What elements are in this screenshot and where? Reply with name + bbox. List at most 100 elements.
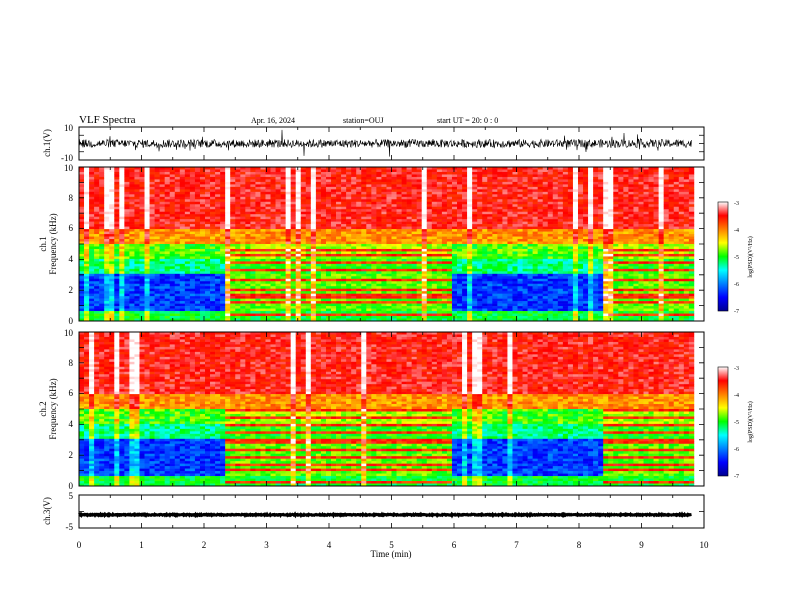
spectrogram-cell xyxy=(139,296,145,299)
spectrogram-cell xyxy=(381,263,387,267)
spectrogram-cell xyxy=(134,186,140,190)
spectrogram-cell xyxy=(250,167,256,170)
spectrogram-cell xyxy=(270,234,276,237)
spectrogram-cell xyxy=(189,248,196,252)
spectrogram-cell xyxy=(250,224,256,227)
spectrogram-cell xyxy=(129,303,135,307)
spectrogram-cell xyxy=(275,273,281,277)
spectrogram-cell xyxy=(280,281,286,285)
spectrogram-cell xyxy=(381,311,387,314)
spectrogram-cell xyxy=(290,224,297,227)
spectrogram-cell xyxy=(406,313,412,317)
spectrogram-cell xyxy=(346,199,352,203)
spectrogram-cell xyxy=(149,248,155,252)
spectrogram-cell xyxy=(401,194,407,198)
spectrogram-cell xyxy=(194,251,201,255)
spectrogram-cell xyxy=(270,209,276,213)
spectrogram-cell xyxy=(84,189,90,193)
spectrogram-cell xyxy=(275,174,281,178)
spectrogram-cell xyxy=(376,253,382,257)
spectrogram-cell xyxy=(164,291,171,294)
spectrogram-cell xyxy=(280,239,286,242)
spectrogram-cell xyxy=(431,241,438,245)
spectrogram-cell xyxy=(406,181,412,185)
spectrogram-cell xyxy=(401,244,407,247)
spectrogram-cell xyxy=(205,306,211,309)
spectrogram-cell xyxy=(179,251,186,255)
spectrogram-cell xyxy=(199,189,206,193)
spectrogram-cell xyxy=(89,266,95,270)
spectrogram-cell xyxy=(295,253,302,257)
spectrogram-cell xyxy=(179,234,186,237)
spectrogram-cell xyxy=(194,318,201,322)
spectrogram-cell xyxy=(482,179,488,183)
spectrogram-cell xyxy=(139,241,145,245)
spectrogram-cell xyxy=(134,308,140,312)
spectrogram-cell xyxy=(230,211,236,215)
spectrogram-cell xyxy=(346,179,352,183)
spectrogram-cell xyxy=(346,211,352,215)
spectrogram-cell xyxy=(104,169,110,173)
spectrogram-cell xyxy=(411,214,417,217)
spectrogram-cell xyxy=(406,191,412,195)
spectrogram-cell xyxy=(184,216,191,220)
spectrogram-cell xyxy=(94,276,100,280)
spectrogram-cell xyxy=(376,286,382,290)
spectrogram-cell xyxy=(270,196,276,200)
spectrogram-cell xyxy=(346,288,352,292)
spectrogram-cell xyxy=(179,226,186,230)
spectrogram-cell xyxy=(114,258,120,262)
spectrogram-cell xyxy=(336,288,342,292)
spectrogram-cell xyxy=(386,306,392,309)
spectrogram-cell xyxy=(431,231,438,235)
spectrogram-cell xyxy=(199,191,206,195)
ch1-waveform-panel: 10 -10 ch.1(V) xyxy=(42,123,705,163)
spectrogram-cell xyxy=(159,226,165,230)
spectrogram-cell xyxy=(205,273,211,277)
spectrogram-cell xyxy=(119,278,125,282)
spectrogram-cell xyxy=(129,194,135,198)
spectrogram-cell xyxy=(366,246,372,250)
spectrogram-cell xyxy=(184,278,191,282)
spectrogram-cell xyxy=(149,201,155,205)
spectrogram-cell xyxy=(79,313,85,317)
spectrogram-cell xyxy=(215,306,221,309)
spectrogram-cell xyxy=(457,174,463,178)
spectrogram-cell xyxy=(441,251,448,255)
spectrogram-cell xyxy=(315,256,322,260)
spectrogram-cell xyxy=(169,248,176,252)
spectrogram-cell xyxy=(215,263,221,267)
spectrogram-cell xyxy=(220,244,226,247)
spectrogram-cell xyxy=(265,258,271,262)
spectrogram-cell xyxy=(467,306,473,309)
spectrogram-cell xyxy=(265,186,271,190)
spectrogram-cell xyxy=(285,296,291,299)
spectrogram-cell xyxy=(174,268,181,272)
spectrogram-cell xyxy=(396,251,402,255)
spectrogram-cell xyxy=(104,194,110,198)
spectrogram-cell xyxy=(179,271,186,275)
spectrogram-cell xyxy=(174,316,181,319)
spectrogram-cell xyxy=(315,181,322,185)
spectrogram-cell xyxy=(310,288,317,292)
spectrogram-cell xyxy=(124,199,130,203)
spectrogram-cell xyxy=(194,229,201,232)
spectrogram-cell xyxy=(119,174,125,178)
spectrogram-cell xyxy=(89,231,95,235)
spectrogram-cell xyxy=(205,204,211,208)
spectrogram-cell xyxy=(164,253,171,257)
spectrogram-cell xyxy=(280,303,286,307)
spectrogram-cell xyxy=(356,194,362,198)
spectrogram-cell xyxy=(124,251,130,255)
spectrogram-cell xyxy=(406,296,412,299)
spectrogram-cell xyxy=(199,293,206,297)
spectrogram-cell xyxy=(104,263,110,267)
spectrogram-cell xyxy=(341,286,347,290)
spectrogram-cell xyxy=(235,281,241,285)
spectrogram-cell xyxy=(477,234,483,237)
spectrogram-cell xyxy=(361,204,367,208)
spectrogram-cell xyxy=(356,184,362,188)
spectrogram-cell xyxy=(210,231,216,235)
spectrogram-cell xyxy=(245,211,251,215)
spectrogram-cell xyxy=(310,226,317,230)
